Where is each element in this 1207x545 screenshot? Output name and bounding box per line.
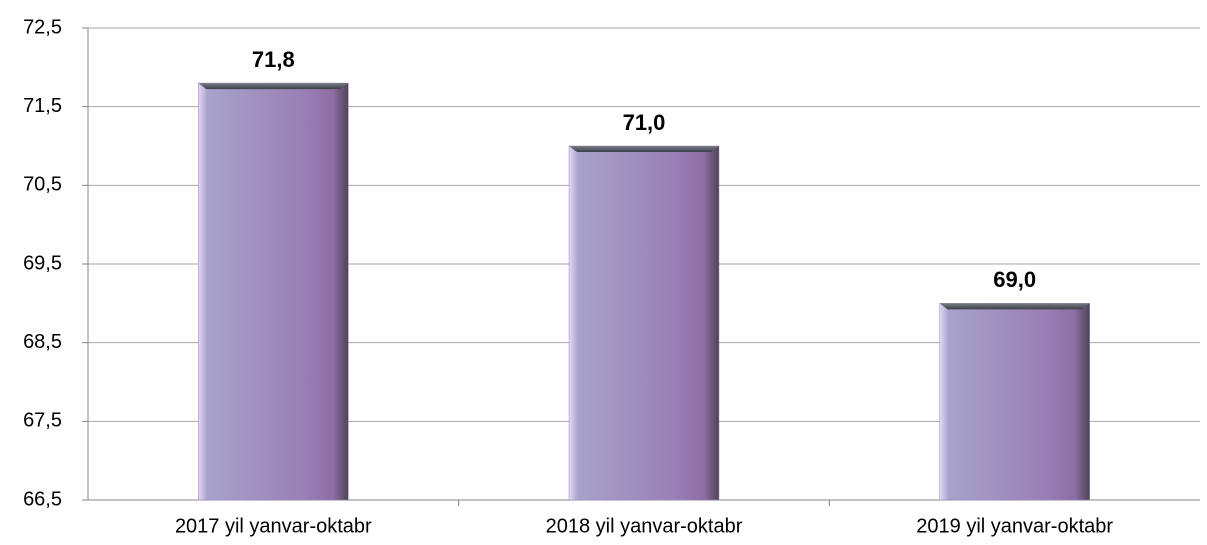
bar-bevel (569, 146, 719, 152)
value-label: 69,0 (993, 267, 1036, 292)
y-tick-label: 67,5 (23, 410, 62, 432)
x-tick-label: 2019 yil yanvar-oktabr (916, 515, 1113, 537)
bar (939, 303, 1090, 501)
y-tick-label: 68,5 (23, 331, 62, 353)
y-tick-label: 71,5 (23, 95, 62, 117)
x-tick-label: 2017 yil yanvar-oktabr (175, 515, 372, 537)
bar (198, 82, 349, 501)
y-tick-label: 72,5 (23, 16, 62, 38)
value-label: 71,0 (623, 110, 666, 135)
x-tick-label: 2018 yil yanvar-oktabr (546, 515, 743, 537)
y-tick-label: 70,5 (23, 174, 62, 196)
y-tick-label: 66,5 (23, 488, 62, 510)
bar (568, 145, 720, 501)
bar-bevel (198, 83, 349, 90)
value-label: 71,8 (252, 47, 295, 72)
bar-bevel (939, 303, 1090, 310)
y-tick-label: 69,5 (23, 252, 62, 274)
